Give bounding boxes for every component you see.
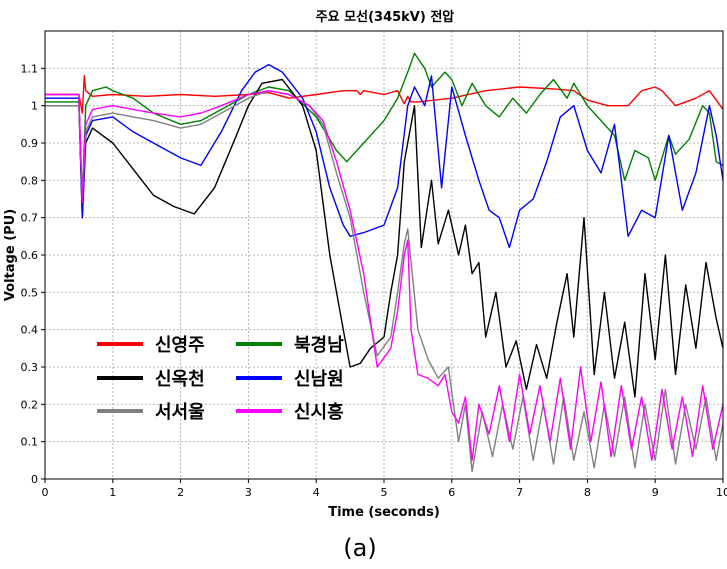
x-axis-ticks: 0 1 2 3 4 5 6 7 8 9 10 [42,479,727,499]
y-tick-label: 1 [31,100,38,113]
y-tick-label: 0.5 [21,286,39,299]
legend-label: 신시흥 [294,401,344,423]
chart-title: 주요 모선(345kV) 전압 [316,9,455,25]
legend-label: 북경남 [294,335,344,356]
y-tick-label: 0.4 [21,324,39,337]
x-tick-label: 7 [516,486,523,499]
legend-label: 신옥천 [155,369,205,390]
legend-label: 신남원 [294,369,344,390]
figure-caption: (a) [343,534,376,562]
y-tick-label: 0.8 [21,174,39,187]
x-tick-label: 4 [313,486,320,499]
x-tick-label: 5 [381,486,388,499]
y-tick-label: 0.1 [21,436,39,449]
legend-label: 신영주 [155,335,205,356]
y-tick-label: 0.6 [21,249,39,262]
y-tick-label: 0.9 [21,137,39,150]
y-axis-ticks: 0 0.1 0.2 0.3 0.4 0.5 0.6 0.7 0.8 0.9 1 1.1 [21,62,46,486]
x-tick-label: 0 [42,486,49,499]
x-tick-label: 10 [716,486,727,499]
y-tick-label: 0.2 [21,398,39,411]
x-tick-label: 9 [652,486,659,499]
y-tick-label: 0.7 [21,212,39,225]
y-tick-label: 0.3 [21,361,39,374]
legend-label: 서서울 [155,402,205,423]
x-tick-label: 6 [448,486,455,499]
x-tick-label: 1 [109,486,116,499]
x-axis-label: Time (seconds) [328,505,440,520]
y-tick-label: 0 [31,473,38,486]
x-tick-label: 3 [245,486,252,499]
grid-lines [45,31,723,479]
x-tick-label: 8 [584,486,591,499]
x-tick-label: 2 [177,486,184,499]
y-tick-label: 1.1 [21,62,39,75]
y-axis-label: Voltage (PU) [3,209,18,301]
